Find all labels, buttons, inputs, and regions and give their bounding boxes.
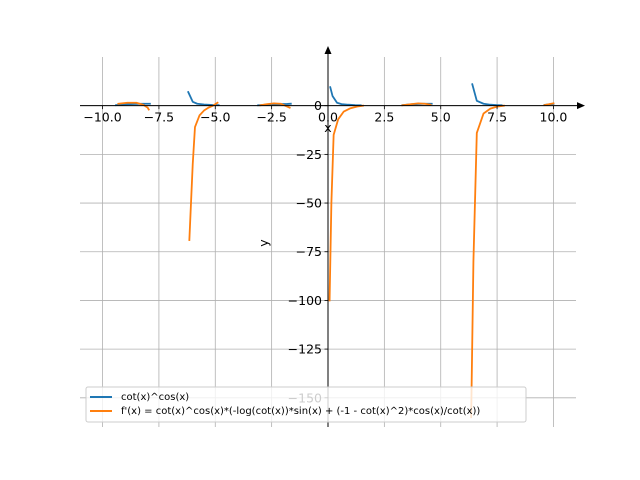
x-tick-label: 5.0 xyxy=(431,110,451,125)
x-tick-label: −7.5 xyxy=(144,110,174,125)
series-1-line-segment-2 xyxy=(187,90,220,106)
series-1-line-segment-4 xyxy=(329,86,362,107)
y-tick-label: −75 xyxy=(296,244,322,259)
legend-label-series-1: cot(x)^cos(x) xyxy=(121,392,189,403)
series-1-line-segment-6 xyxy=(471,83,503,107)
series-2-line-segment-5 xyxy=(401,102,432,107)
series-layer xyxy=(115,83,555,419)
x-tick-label: 7.5 xyxy=(487,110,507,125)
y-tick-label: −25 xyxy=(296,147,322,162)
series-2-line-segment-7 xyxy=(543,102,555,107)
series-2-line-segment-1 xyxy=(117,101,150,111)
x-axis-label: x xyxy=(324,120,331,135)
y-tick-label: −50 xyxy=(296,196,322,211)
y-tick-label: −100 xyxy=(288,293,322,308)
x-axis-arrow xyxy=(577,102,585,110)
x-tick-label: −10.0 xyxy=(83,110,121,125)
legend-box xyxy=(85,386,527,423)
axes xyxy=(80,46,585,427)
y-axis-arrow xyxy=(324,46,332,54)
x-tick-label: −2.5 xyxy=(256,110,286,125)
x-tick-label: 2.5 xyxy=(374,110,394,125)
x-tick-label: 0.0 xyxy=(318,110,338,125)
series-2-line-segment-6 xyxy=(470,104,505,419)
legend-label-series-2: f'(x) = cot(x)^cos(x)*(-log(cot(x))*sin(… xyxy=(121,406,480,417)
series-2-line-segment-4 xyxy=(328,104,364,302)
y-tick-label: 0 xyxy=(314,98,322,113)
legend: cot(x)^cos(x) f'(x) = cot(x)^cos(x)*(-lo… xyxy=(85,386,527,423)
y-tick-label: −125 xyxy=(288,342,322,357)
x-tick-label: 10.0 xyxy=(540,110,568,125)
series-1-line-segment-1 xyxy=(115,102,151,107)
y-axis-label: y xyxy=(256,239,271,247)
x-tick-label: −5.0 xyxy=(200,110,230,125)
